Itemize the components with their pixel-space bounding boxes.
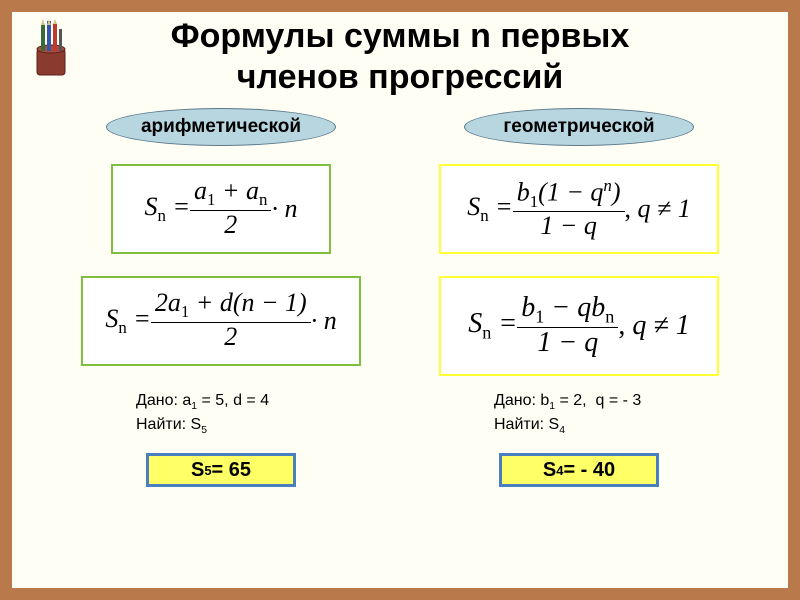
geometric-given: Дано: b1 = 2, q = - 3 Найти: S4 [494,390,641,440]
title-line1: Формулы суммы n первых [171,17,630,55]
arithmetic-pill-label: арифметической [141,116,301,138]
arithmetic-formula-2: Sn = 2a1 + d(n − 1) 2 · n [81,276,361,366]
slide-inner: Формулы суммы n первых членов прогрессий… [12,12,788,588]
geometric-formula-1: Sn = b1(1 − qn) 1 − q , q ≠ 1 [439,164,719,254]
geometric-given-line2: Найти: S4 [494,414,641,439]
arithmetic-pill: арифметической [106,108,336,146]
arithmetic-given: Дано: a1 = 5, d = 4 Найти: S5 [136,390,269,440]
geometric-column: геометрической Sn = b1(1 − qn) 1 − q , q… [414,108,744,488]
arithmetic-column: арифметической Sn = a1 + an 2 · n Sn = 2… [56,108,386,488]
geometric-pill: геометрической [464,108,694,146]
arithmetic-given-line1: Дано: a1 = 5, d = 4 [136,390,269,415]
geometric-answer: S4 = - 40 [499,453,659,487]
pencil-holder-icon [25,19,77,81]
slide-outer: Формулы суммы n первых членов прогрессий… [0,0,800,600]
title-line2: членов прогрессий [237,58,564,96]
columns: арифметической Sn = a1 + an 2 · n Sn = 2… [12,108,788,488]
geometric-given-line1: Дано: b1 = 2, q = - 3 [494,390,641,415]
arithmetic-answer: S5 = 65 [146,453,296,487]
slide-title: Формулы суммы n первых членов прогрессий [12,12,788,98]
geometric-pill-label: геометрической [503,116,654,138]
geometric-formula-2: Sn = b1 − qbn 1 − q , q ≠ 1 [439,276,719,376]
arithmetic-formula-1: Sn = a1 + an 2 · n [111,164,331,254]
arithmetic-given-line2: Найти: S5 [136,414,269,439]
